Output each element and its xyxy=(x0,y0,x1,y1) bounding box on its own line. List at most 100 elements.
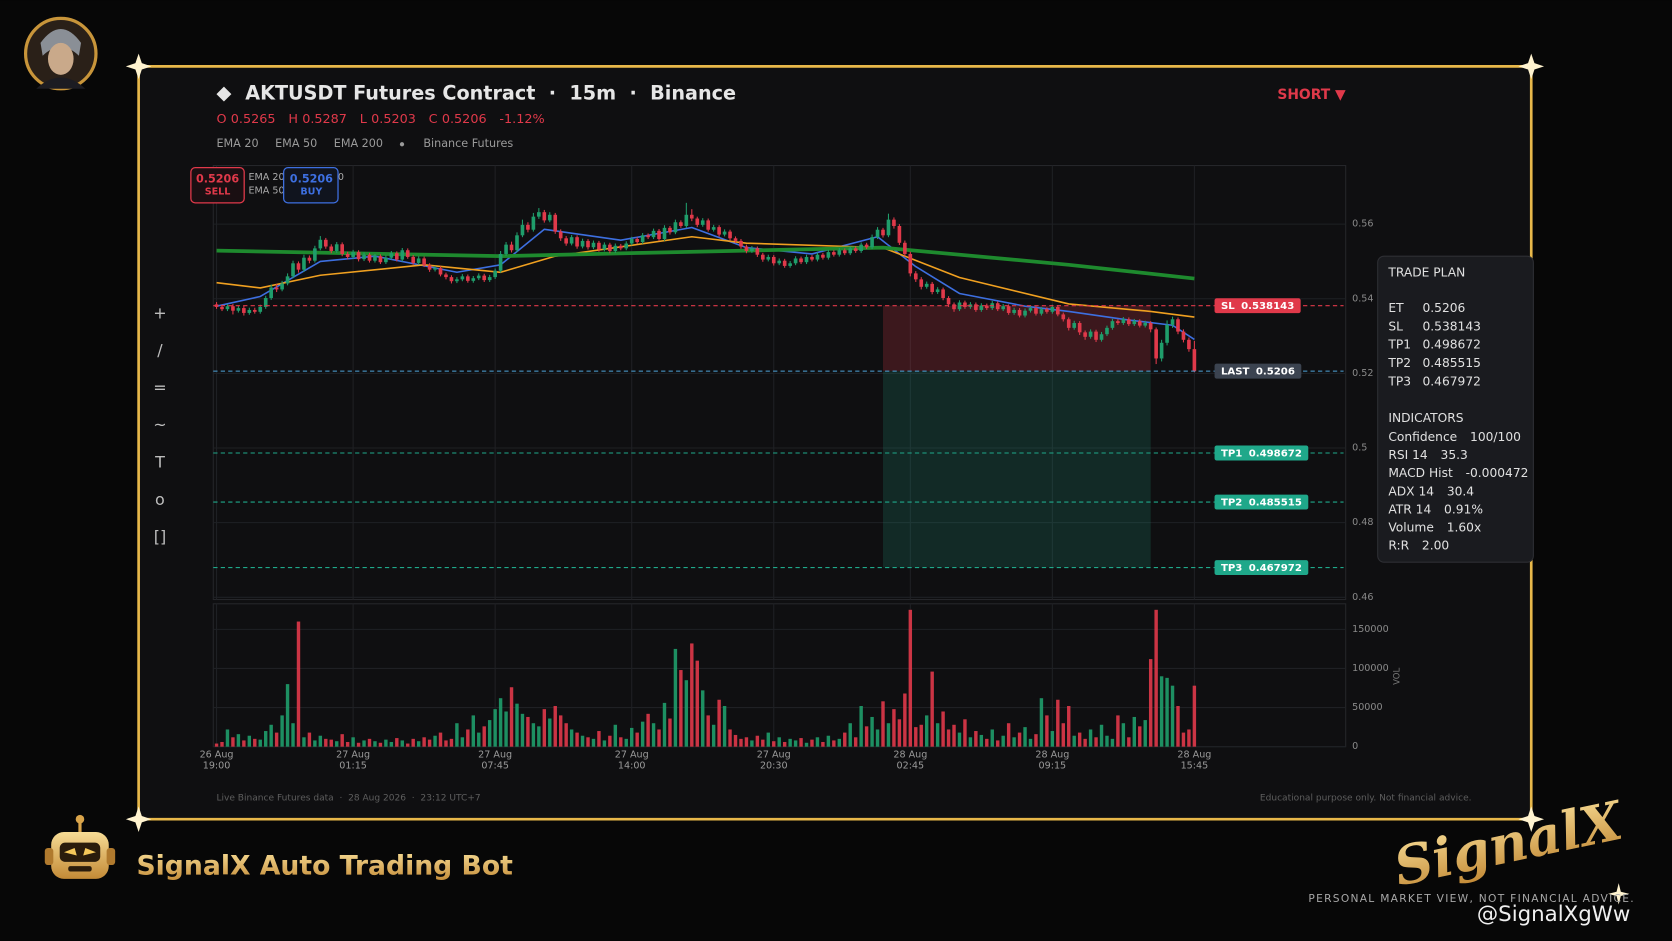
volume-bar xyxy=(728,729,732,747)
level-tag xyxy=(1214,560,1309,576)
volume-bar xyxy=(1050,731,1055,747)
candle-body xyxy=(793,258,798,264)
volume-bar xyxy=(793,740,798,747)
candle-body xyxy=(1006,306,1011,313)
volume-bar xyxy=(569,729,574,747)
candle-body xyxy=(673,222,678,233)
candle-body xyxy=(646,235,650,238)
plan-value: 0.467972 xyxy=(1422,374,1480,388)
volume-axis-label: VOL xyxy=(1392,667,1402,684)
volume-bar xyxy=(946,729,951,747)
volume-bar xyxy=(1154,609,1158,747)
volume-bar xyxy=(886,723,891,747)
x-tick-label: 28 Aug xyxy=(1177,750,1211,761)
candle-body xyxy=(1028,308,1033,311)
volume-bar xyxy=(690,643,694,747)
ohlc-name: L xyxy=(360,112,368,127)
plan-value: 0.5206 xyxy=(1422,301,1465,315)
plan-value: 0.498672 xyxy=(1422,338,1480,352)
candle-body xyxy=(777,260,782,264)
candle-body xyxy=(384,257,388,263)
overlay-legend: EMA 20 xyxy=(248,172,284,183)
tool-button[interactable]: = xyxy=(153,378,166,397)
level-value: 0.485515 xyxy=(1249,498,1302,509)
volume-bar xyxy=(1001,735,1005,747)
candle-body xyxy=(427,265,432,270)
buy-button[interactable] xyxy=(283,167,339,204)
volume-bar xyxy=(416,741,421,747)
ohlc-name: O xyxy=(216,112,226,127)
x-tick-time: 20:30 xyxy=(760,760,788,771)
volume-bar xyxy=(455,723,459,747)
candle-body xyxy=(515,235,519,251)
volume-bar xyxy=(832,740,836,747)
tool-button[interactable]: o xyxy=(155,490,165,509)
tool-button[interactable]: [] xyxy=(154,527,166,546)
candle-body xyxy=(897,225,902,243)
candle-body xyxy=(640,235,645,243)
candle-body xyxy=(657,230,661,240)
volume-bar xyxy=(1099,724,1104,747)
volume-bar xyxy=(1138,726,1142,747)
candle-body xyxy=(1165,324,1169,343)
volume-bar xyxy=(389,741,394,747)
candle-body xyxy=(870,237,874,248)
candle-body xyxy=(438,268,443,275)
x-tick-label: 28 Aug xyxy=(1035,750,1069,761)
volume-bar xyxy=(722,706,727,747)
volume-bar xyxy=(1045,715,1049,747)
volume-bar xyxy=(739,738,743,747)
tool-button[interactable]: + xyxy=(153,303,166,322)
volume-bar xyxy=(624,738,628,747)
y-tick-label: 0.48 xyxy=(1352,517,1373,528)
ohlc-value: 0.5265 xyxy=(231,112,276,127)
volume-bar xyxy=(351,737,355,747)
candle-body xyxy=(395,253,399,260)
candle-body xyxy=(984,305,989,309)
volume-bar xyxy=(755,735,760,747)
volume-bar xyxy=(449,738,454,747)
indicator-value: 30.4 xyxy=(1447,484,1474,498)
tool-button[interactable]: / xyxy=(157,341,163,360)
tool-button[interactable]: T xyxy=(154,453,165,472)
candle-body xyxy=(919,279,924,287)
volume-bar xyxy=(558,715,563,747)
candle-body xyxy=(613,245,618,251)
candle-body xyxy=(832,252,836,255)
volume-bar xyxy=(602,740,607,747)
volume-bar xyxy=(875,729,880,747)
brand-tagline: PERSONAL MARKET VIEW, NOT FINANCIAL ADVI… xyxy=(1308,892,1635,905)
indicator-value: 35.3 xyxy=(1441,448,1468,462)
candle-body xyxy=(1017,309,1022,316)
volume-bar xyxy=(750,740,754,747)
candle-body xyxy=(963,302,967,307)
x-tick-label: 27 Aug xyxy=(615,750,649,761)
candle-body xyxy=(537,212,541,217)
volume-bar xyxy=(537,726,541,747)
tool-button[interactable]: ~ xyxy=(153,415,166,434)
candle-body xyxy=(526,224,530,230)
candle-body xyxy=(717,227,721,235)
volume-bar xyxy=(1143,720,1147,747)
candle-body xyxy=(679,222,683,226)
volume-bar xyxy=(302,737,306,747)
candle-body xyxy=(930,283,934,293)
footer-left: Live Binance Futures data · 28 Aug 2026 … xyxy=(216,793,480,803)
x-tick-label: 27 Aug xyxy=(478,750,512,761)
volume-bar xyxy=(274,732,279,747)
ohlc-value: 0.5287 xyxy=(302,112,347,127)
volume-bar xyxy=(990,729,994,747)
volume-tick-label: 150000 xyxy=(1352,624,1389,635)
candle-body xyxy=(804,256,809,263)
level-value: 0.538143 xyxy=(1241,301,1294,312)
candle-body xyxy=(455,279,459,282)
volume-bar xyxy=(236,734,241,747)
candle-body xyxy=(252,309,257,312)
candle-body xyxy=(755,248,760,255)
candle-body xyxy=(821,254,825,258)
volume-bar xyxy=(307,732,312,747)
sell-button[interactable] xyxy=(190,167,245,204)
volume-bar xyxy=(957,732,962,747)
